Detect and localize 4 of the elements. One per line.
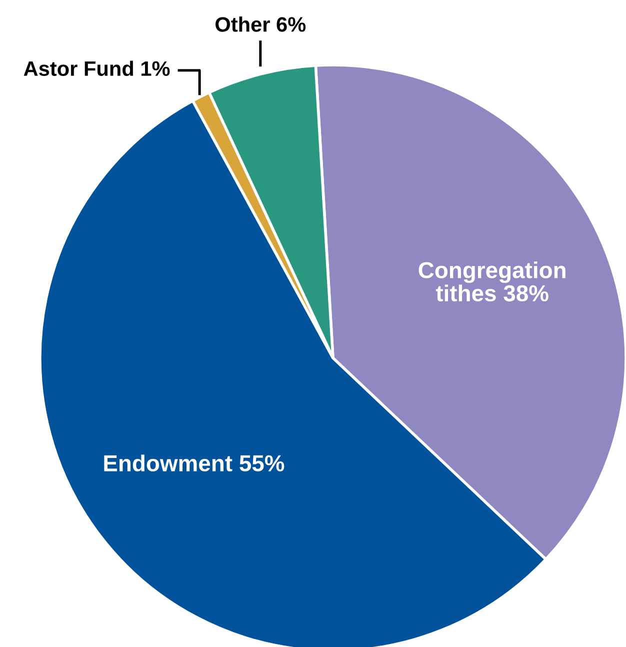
slice-label: Congregation tithes 38%: [418, 261, 566, 302]
slice-label: Other 6%: [216, 16, 306, 32]
slice-label: Astor Fund 1%: [24, 60, 170, 76]
slice-label: Endowment 55%: [104, 454, 284, 472]
